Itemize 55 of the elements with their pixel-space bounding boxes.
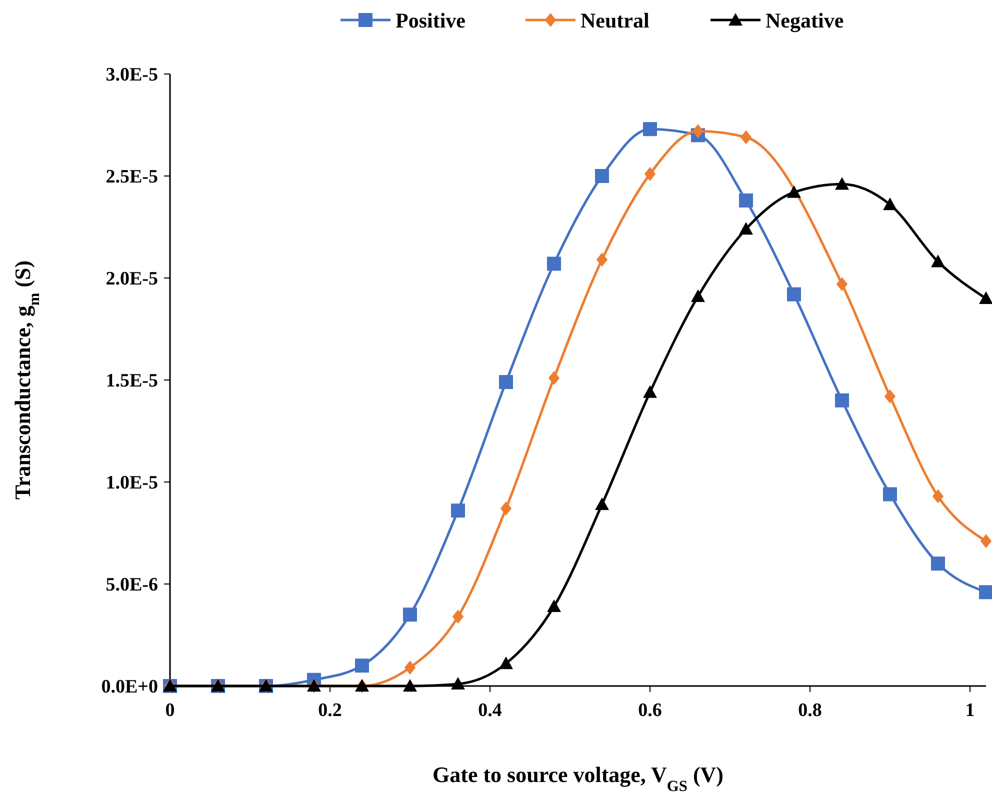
point — [883, 487, 897, 502]
point — [595, 497, 609, 510]
point — [836, 277, 848, 292]
point — [883, 198, 897, 210]
x-tick-label: 0.4 — [478, 700, 502, 721]
y-tick-label: 1.5E-5 — [106, 370, 158, 392]
point — [547, 256, 561, 271]
y-tick-label: 5.0E-6 — [106, 574, 158, 596]
point — [884, 389, 896, 404]
point — [547, 599, 561, 612]
x-axis-title: Gate to source voltage, V$_{GS}$ (V) — [432, 762, 724, 794]
y-tick-label: 3.0E-5 — [106, 64, 158, 86]
point — [835, 393, 849, 408]
point — [499, 656, 513, 670]
x-tick-label: 0.6 — [638, 700, 662, 721]
point — [931, 556, 945, 571]
y-tick-label: 1.0E-5 — [106, 472, 158, 494]
point — [691, 289, 705, 302]
point — [355, 658, 369, 673]
point — [596, 252, 608, 267]
point — [644, 166, 656, 181]
point — [643, 385, 657, 398]
x-tick-label: 0 — [165, 700, 175, 721]
point — [739, 193, 753, 208]
point — [643, 122, 657, 136]
y-tick-label: 2.5E-5 — [106, 166, 158, 188]
x-tick-label: 0.2 — [318, 700, 342, 721]
point — [931, 254, 945, 268]
point — [451, 676, 465, 690]
point — [740, 130, 752, 144]
legend-label: Neutral — [580, 8, 650, 32]
point — [451, 504, 465, 518]
point — [404, 660, 416, 675]
y-tick-label: 2.0E-5 — [106, 268, 158, 290]
point — [835, 177, 849, 190]
point — [979, 585, 992, 600]
point — [932, 489, 944, 504]
point — [787, 185, 801, 198]
y-tick-label: 0.0E+0 — [101, 676, 158, 698]
point — [739, 222, 753, 235]
legend-label: Negative — [766, 8, 844, 32]
point — [595, 169, 609, 183]
point — [500, 502, 512, 516]
x-tick-label: 0.8 — [798, 700, 822, 721]
x-tick-label: 1 — [965, 700, 975, 721]
point — [980, 534, 992, 548]
point — [548, 370, 560, 385]
legend-label: Positive — [396, 8, 466, 32]
point — [452, 610, 464, 624]
point — [979, 291, 992, 304]
point — [403, 608, 417, 622]
point — [787, 287, 801, 302]
point — [499, 375, 513, 390]
point — [692, 124, 704, 138]
point — [403, 679, 417, 692]
